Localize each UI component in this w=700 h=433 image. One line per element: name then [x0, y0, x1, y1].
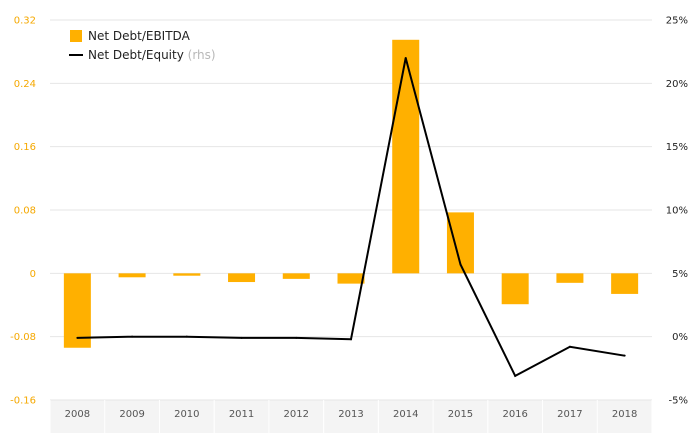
line-point-2008 — [76, 336, 79, 339]
x-tick-label: 2018 — [612, 409, 637, 420]
legend-line-suffix: (rhs) — [188, 48, 216, 62]
right-tick-label: 25% — [666, 16, 688, 27]
x-axis-dividers — [49, 400, 653, 433]
x-tick-label: 2013 — [338, 409, 363, 420]
line-point-2010 — [185, 335, 188, 338]
legend-bar-label: Net Debt/EBITDA — [88, 29, 191, 43]
left-tick-label: 0.16 — [14, 142, 36, 153]
bar-2017 — [556, 273, 584, 283]
right-tick-label: 10% — [666, 206, 688, 217]
bar-2008 — [63, 273, 91, 348]
x-tick-label: 2011 — [229, 409, 254, 420]
line-point-2013 — [350, 338, 352, 341]
x-tick-label: 2014 — [393, 409, 418, 420]
line-point-2012 — [295, 336, 298, 339]
left-tick-label: -0.16 — [10, 396, 36, 407]
x-tick-label: 2012 — [284, 409, 309, 420]
right-axis: 25% 20% 15% 10% 5% 0% -5% — [666, 16, 688, 407]
left-tick-label: -0.08 — [10, 332, 36, 343]
right-tick-label: 15% — [666, 142, 688, 153]
line-point-2014 — [404, 57, 407, 59]
legend-line-name: Net Debt/Equity — [88, 48, 184, 62]
x-tick-label: 2010 — [174, 409, 199, 420]
legend-line-label: Net Debt/Equity (rhs) — [88, 48, 216, 62]
left-tick-label: 0.24 — [14, 79, 36, 90]
left-axis: 0.32 0.24 0.16 0.08 0 -0.08 -0.16 — [10, 16, 36, 407]
legend-bar-swatch — [70, 30, 82, 42]
bar-2016 — [501, 273, 529, 305]
x-tick-label: 2016 — [502, 409, 527, 420]
line-series — [76, 57, 626, 378]
x-tick-label: 2015 — [448, 409, 473, 420]
left-tick-label: 0 — [30, 269, 36, 280]
x-tick-label: 2009 — [119, 409, 144, 420]
bar-2010 — [173, 273, 201, 276]
bar-2014 — [392, 39, 420, 274]
x-axis-band — [50, 400, 652, 433]
bar-2009 — [118, 273, 146, 278]
left-tick-label: 0.08 — [14, 206, 36, 217]
bar-series — [63, 39, 639, 348]
right-tick-label: -5% — [669, 396, 688, 407]
line-point-2016 — [514, 374, 517, 377]
x-axis: 2008 2009 2010 2011 2012 2013 2014 2015 2016 2017… — [65, 409, 638, 420]
line-point-2009 — [131, 335, 134, 338]
x-tick-label: 2017 — [557, 409, 582, 420]
left-tick-label: 0.32 — [14, 16, 36, 27]
bar-2011 — [228, 273, 256, 283]
right-tick-label: 20% — [666, 79, 688, 90]
line-point-2011 — [240, 336, 243, 339]
x-tick-label: 2008 — [65, 409, 90, 420]
gridlines — [50, 19, 652, 401]
line-point-2017 — [568, 345, 571, 348]
bar-2018 — [611, 273, 639, 294]
bar-2012 — [282, 273, 310, 279]
right-tick-label: 5% — [672, 269, 688, 280]
right-tick-label: 0% — [672, 332, 688, 343]
line-point-2015 — [459, 263, 462, 266]
legend: Net Debt/EBITDA Net Debt/Equity (rhs) — [69, 29, 216, 62]
bar-2013 — [337, 273, 365, 284]
line-point-2018 — [623, 354, 626, 357]
line-path — [77, 57, 625, 378]
